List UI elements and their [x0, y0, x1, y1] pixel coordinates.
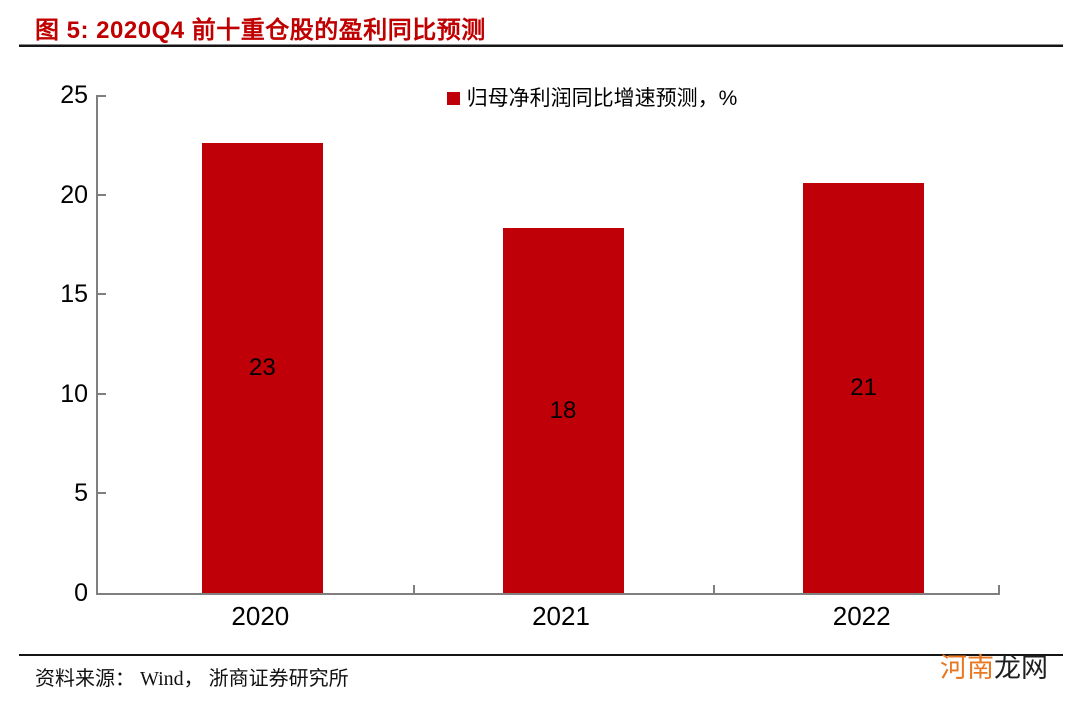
y-axis-tick-mark [98, 193, 106, 196]
plot-area: 23 18 21 [96, 95, 1000, 595]
legend-square-icon [446, 91, 460, 105]
figure-title: 图 5: 2020Q4 前十重仓股的盈利同比预测 [35, 17, 486, 44]
bar-value-label: 18 [549, 396, 577, 424]
x-axis-tick-mark [998, 585, 1000, 593]
legend-entry: 归母净利润同比增速预测，% [446, 82, 738, 112]
y-tick-label: 5 [74, 479, 88, 508]
watermark-orange-text: 河南 [940, 653, 994, 683]
y-axis-tick-mark [98, 95, 106, 97]
y-axis-tick-mark [98, 492, 106, 495]
x-axis-label: 2022 [832, 601, 891, 631]
x-axis-label: 2021 [532, 601, 590, 631]
x-axis-tick-mark [412, 585, 415, 593]
title-divider-thin-line [19, 44, 1063, 45]
y-axis-tick-mark [98, 293, 106, 296]
x-axis-label: 2020 [231, 601, 290, 631]
y-tick-label: 25 [60, 81, 88, 109]
y-axis-tick-mark [98, 392, 106, 395]
watermark-dark-text: 龙网 [994, 653, 1048, 683]
footer-divider [19, 654, 1063, 656]
bar-value-label: 23 [248, 353, 276, 381]
title-divider-thick-line [19, 45, 1063, 47]
bar-2021: 18 [502, 228, 624, 593]
y-tick-label: 0 [74, 579, 88, 607]
legend-label: 归母净利润同比增速预测，% [466, 87, 738, 110]
title-divider [19, 44, 1063, 47]
y-axis-labels: 0 5 10 15 20 25 [0, 82, 88, 606]
x-axis-labels: 2020 2021 2022 [96, 601, 1000, 633]
x-axis-tick-mark [713, 585, 716, 593]
chart-legend: 归母净利润同比增速预测，% [96, 82, 1000, 112]
bar-value-label: 21 [850, 373, 877, 401]
watermark: 河南龙网 [940, 651, 1048, 685]
y-tick-label: 15 [60, 280, 88, 309]
y-tick-label: 10 [60, 379, 88, 408]
bar-2022: 21 [803, 182, 925, 593]
y-tick-label: 20 [60, 180, 88, 209]
source-text: 资料来源： Wind， 浙商证券研究所 [35, 668, 349, 690]
bar-2020: 23 [201, 142, 323, 593]
